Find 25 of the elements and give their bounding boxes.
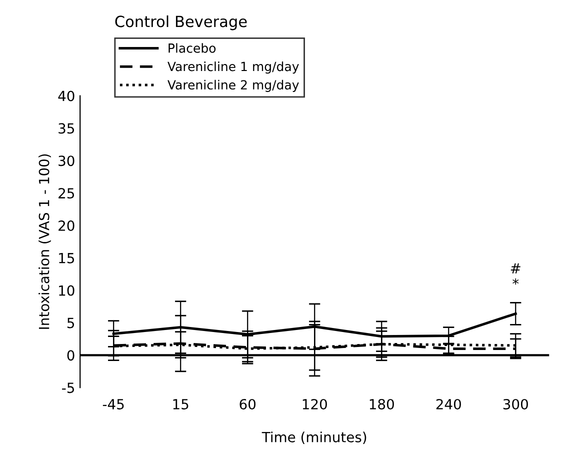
y-tick-label: 35: [58, 123, 74, 134]
y-tick-label: 25: [58, 188, 74, 199]
y-tick-label: 30: [58, 156, 74, 166]
x-tick-label: 240: [436, 398, 461, 410]
y-tick-label: 15: [59, 253, 74, 264]
x-tick-label: 180: [370, 398, 394, 410]
legend-label: Varenicline 1 mg/day: [168, 62, 299, 74]
y-axis-title: Intoxication (VAS 1 - 100): [38, 154, 51, 329]
y-tick-label: 0: [67, 350, 74, 361]
chart-title: Control Beverage: [115, 15, 247, 30]
y-tick-label: 10: [59, 285, 74, 296]
annotation: #: [510, 263, 520, 274]
x-tick-label: 120: [302, 398, 327, 410]
y-tick-label: 20: [58, 220, 74, 231]
x-tick-label: 300: [503, 398, 528, 410]
annotation: *: [512, 278, 519, 285]
x-axis-title: Time (minutes): [262, 432, 366, 444]
x-tick-label: 60: [240, 398, 256, 410]
legend-label: Varenicline 2 mg/day: [168, 80, 299, 92]
y-tick-label: -5: [62, 382, 74, 394]
x-tick-label: 15: [173, 399, 188, 410]
y-tick-label: 40: [58, 90, 74, 102]
y-tick-label: 5: [67, 318, 74, 328]
x-tick-label: -45: [102, 399, 124, 410]
legend-label: Placebo: [168, 43, 216, 53]
